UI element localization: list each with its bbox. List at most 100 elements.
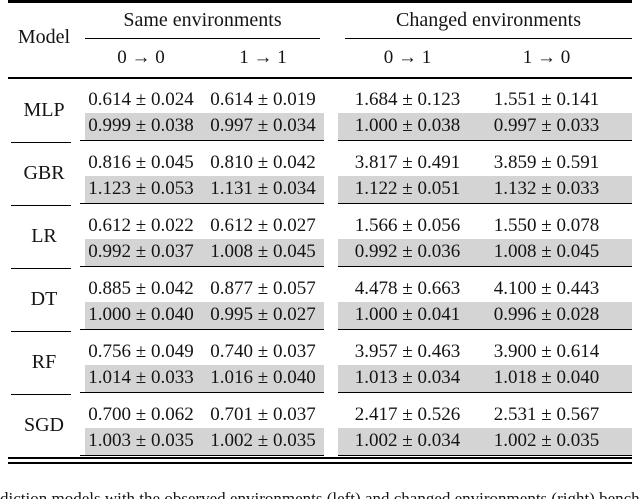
metric-value: 0.999 ± 0.038 (88, 115, 194, 137)
header-rule (8, 76, 632, 79)
model-label: RF (8, 336, 80, 395)
subheader-same: 0 → 0 1 → 1 (80, 39, 324, 77)
table-header: Model Same environments Changed environm… (8, 3, 632, 77)
row-line1-same: 0.612 ± 0.022 0.612 ± 0.027 (80, 213, 324, 239)
metric-value: 1.002 ± 0.034 (354, 430, 461, 452)
table-row-sgd: SGD 0.700 ± 0.062 0.701 ± 0.037 2.417 ± … (8, 394, 632, 458)
model-label: GBR (8, 147, 80, 206)
metric-value: 2.531 ± 0.567 (493, 404, 600, 425)
metric-value: 1.550 ± 0.078 (493, 215, 600, 236)
metric-value: 1.013 ± 0.034 (354, 367, 461, 389)
metric-value: 1.014 ± 0.033 (88, 367, 194, 389)
metric-value: 0.740 ± 0.037 (210, 341, 316, 362)
metric-value: 3.957 ± 0.463 (354, 341, 461, 362)
table-row-gbr: GBR 0.816 ± 0.045 0.810 ± 0.042 3.817 ± … (8, 142, 632, 206)
row-line2-changed-highlighted: 1.122 ± 0.051 1.132 ± 0.033 (338, 176, 632, 204)
subheader-changed: 0 → 1 1 → 0 (338, 39, 632, 77)
metric-value: 1.131 ± 0.034 (210, 178, 316, 200)
metric-value: 0.614 ± 0.019 (210, 89, 316, 110)
metric-value: 0.612 ± 0.022 (88, 215, 194, 236)
table-row-dt: DT 0.885 ± 0.042 0.877 ± 0.057 4.478 ± 0… (8, 268, 632, 332)
row-line1-same: 0.816 ± 0.045 0.810 ± 0.042 (80, 150, 324, 176)
metric-value: 1.000 ± 0.038 (354, 115, 461, 137)
metric-value: 0.700 ± 0.062 (88, 404, 194, 425)
metric-value: 1.018 ± 0.040 (493, 367, 600, 389)
metric-value: 1.123 ± 0.053 (88, 178, 194, 200)
metric-value: 0.612 ± 0.027 (210, 215, 316, 236)
row-line1-changed: 3.957 ± 0.463 3.900 ± 0.614 (338, 339, 632, 365)
metric-value: 4.478 ± 0.663 (354, 278, 461, 299)
results-table: Model Same environments Changed environm… (8, 0, 632, 464)
table-row-mlp: MLP 0.614 ± 0.024 0.614 ± 0.019 1.684 ± … (8, 79, 632, 143)
metric-value: 1.008 ± 0.045 (210, 241, 316, 263)
metric-value: 1.002 ± 0.035 (210, 430, 316, 452)
table-row-lr: LR 0.612 ± 0.022 0.612 ± 0.027 1.566 ± 0… (8, 205, 632, 269)
metric-value: 1.008 ± 0.045 (493, 241, 600, 263)
row-line2-changed-highlighted: 1.000 ± 0.041 0.996 ± 0.028 (338, 302, 632, 330)
metric-value: 0.614 ± 0.024 (88, 89, 194, 110)
metric-value: 0.997 ± 0.033 (493, 115, 600, 137)
metric-value: 3.900 ± 0.614 (493, 341, 600, 362)
column-header-0-to-0: 0 → 0 (117, 46, 165, 68)
column-header-1-to-0: 1 → 0 (522, 46, 571, 68)
table-top-rule (8, 0, 632, 3)
model-label: SGD (8, 399, 80, 458)
metric-value: 1.002 ± 0.035 (493, 430, 600, 452)
metric-value: 1.684 ± 0.123 (354, 89, 461, 110)
row-line1-same: 0.614 ± 0.024 0.614 ± 0.019 (80, 87, 324, 113)
metric-value: 4.100 ± 0.443 (493, 278, 600, 299)
group-header-same-environments: Same environments (85, 3, 320, 39)
row-line2-same-highlighted: 1.000 ± 0.040 0.995 ± 0.027 (80, 302, 324, 330)
row-line1-changed: 1.684 ± 0.123 1.551 ± 0.141 (338, 87, 632, 113)
metric-value: 0.701 ± 0.037 (210, 404, 316, 425)
row-line1-same: 0.700 ± 0.062 0.701 ± 0.037 (80, 402, 324, 428)
column-header-1-to-1: 1 → 1 (239, 46, 287, 68)
metric-value: 0.995 ± 0.027 (210, 304, 316, 326)
row-line2-changed-highlighted: 0.992 ± 0.036 1.008 ± 0.045 (338, 239, 632, 267)
row-line2-same-highlighted: 0.992 ± 0.037 1.008 ± 0.045 (80, 239, 324, 267)
metric-value: 0.810 ± 0.042 (210, 152, 316, 173)
metric-value: 1.132 ± 0.033 (493, 178, 600, 200)
metric-value: 2.417 ± 0.526 (354, 404, 461, 425)
metric-value: 0.885 ± 0.042 (88, 278, 194, 299)
metric-value: 0.992 ± 0.037 (88, 241, 194, 263)
model-label: DT (8, 273, 80, 332)
row-line2-same-highlighted: 1.003 ± 0.035 1.002 ± 0.035 (80, 428, 324, 456)
caption-text: diction models with the observed environ… (0, 489, 640, 499)
model-column-header: Model (17, 26, 71, 48)
group-header-changed-environments: Changed environments (345, 3, 632, 39)
row-line2-changed-highlighted: 1.013 ± 0.034 1.018 ± 0.040 (338, 365, 632, 393)
metric-value: 1.000 ± 0.040 (88, 304, 194, 326)
metric-value: 0.992 ± 0.036 (354, 241, 461, 263)
metric-value: 1.551 ± 0.141 (493, 89, 600, 110)
row-line1-same: 0.885 ± 0.042 0.877 ± 0.057 (80, 276, 324, 302)
model-label: MLP (8, 84, 80, 143)
metric-value: 1.122 ± 0.051 (354, 178, 461, 200)
metric-value: 0.997 ± 0.034 (210, 115, 316, 137)
row-line2-changed-highlighted: 1.000 ± 0.038 0.997 ± 0.033 (338, 113, 632, 141)
metric-value: 0.756 ± 0.049 (88, 341, 194, 362)
metric-value: 1.016 ± 0.040 (210, 367, 316, 389)
table-row-rf: RF 0.756 ± 0.049 0.740 ± 0.037 3.957 ± 0… (8, 331, 632, 395)
row-line1-changed: 2.417 ± 0.526 2.531 ± 0.567 (338, 402, 632, 428)
row-line2-same-highlighted: 0.999 ± 0.038 0.997 ± 0.034 (80, 113, 324, 141)
table-bottom-rule (8, 457, 632, 464)
metric-value: 0.816 ± 0.045 (88, 152, 194, 173)
row-line1-changed: 4.478 ± 0.663 4.100 ± 0.443 (338, 276, 632, 302)
metric-value: 1.566 ± 0.056 (354, 215, 461, 236)
row-line2-same-highlighted: 1.014 ± 0.033 1.016 ± 0.040 (80, 365, 324, 393)
metric-value: 0.877 ± 0.057 (210, 278, 316, 299)
model-label: LR (8, 210, 80, 269)
row-line2-same-highlighted: 1.123 ± 0.053 1.131 ± 0.034 (80, 176, 324, 204)
column-header-0-to-1: 0 → 1 (383, 46, 432, 68)
metric-value: 1.003 ± 0.035 (88, 430, 194, 452)
metric-value: 3.817 ± 0.491 (354, 152, 461, 173)
metric-value: 1.000 ± 0.041 (354, 304, 461, 326)
row-line1-changed: 1.566 ± 0.056 1.550 ± 0.078 (338, 213, 632, 239)
metric-value: 0.996 ± 0.028 (493, 304, 600, 326)
metric-value: 3.859 ± 0.591 (493, 152, 600, 173)
row-line1-changed: 3.817 ± 0.491 3.859 ± 0.591 (338, 150, 632, 176)
row-line1-same: 0.756 ± 0.049 0.740 ± 0.037 (80, 339, 324, 365)
row-line2-changed-highlighted: 1.002 ± 0.034 1.002 ± 0.035 (338, 428, 632, 456)
